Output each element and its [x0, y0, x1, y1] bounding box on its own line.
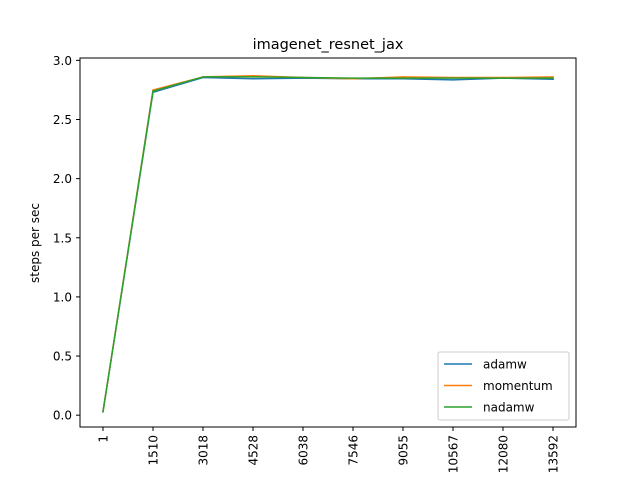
data-point-nadamw — [352, 77, 354, 79]
data-point-momentum — [402, 76, 404, 78]
y-tick-label: 2.5 — [53, 113, 72, 127]
legend-label-nadamw: nadamw — [483, 401, 535, 415]
legend-label-adamw: adamw — [483, 358, 527, 372]
data-point-nadamw — [152, 90, 154, 92]
x-tick-label: 1 — [97, 435, 111, 443]
x-tick-label: 13592 — [547, 435, 561, 473]
data-point-adamw — [452, 79, 454, 81]
x-tick-label: 9055 — [397, 435, 411, 466]
x-axis-ticks: 1 1510 3018 4528 6038 7546 9055 10567 12080 13592 — [97, 427, 561, 473]
data-point-adamw — [252, 77, 254, 80]
y-tick-label: 1.5 — [53, 231, 72, 245]
data-point-nadamw — [252, 76, 254, 78]
x-tick-label: 12080 — [497, 435, 511, 473]
y-tick-label: 1.0 — [53, 290, 72, 304]
data-point-nadamw — [302, 76, 304, 79]
chart-title: imagenet_resnet_jax — [253, 37, 404, 53]
y-axis-ticks: 0.0 0.5 1.0 1.5 2.0 2.5 3.0 — [53, 54, 80, 423]
data-point-nadamw — [502, 77, 504, 79]
data-point-nadamw — [402, 77, 404, 79]
series-lines — [102, 74, 554, 413]
series-line-nadamw — [102, 76, 554, 413]
x-tick-label: 10567 — [447, 435, 461, 473]
x-tick-label: 1510 — [147, 435, 161, 466]
x-tick-label: 6038 — [297, 435, 311, 466]
x-tick-label: 4528 — [247, 435, 261, 466]
x-tick-label: 3018 — [197, 435, 211, 466]
data-point-adamw — [552, 78, 554, 81]
data-point-nadamw — [452, 77, 454, 79]
legend: adamw momentum nadamw — [437, 351, 570, 421]
data-point-momentum — [552, 76, 554, 78]
legend-label-momentum: momentum — [483, 379, 553, 393]
y-tick-label: 3.0 — [53, 54, 72, 68]
plot-frame — [79, 57, 577, 428]
y-tick-label: 2.0 — [53, 172, 72, 186]
y-tick-label: 0.5 — [53, 350, 72, 364]
x-tick-label: 7546 — [347, 435, 361, 466]
data-point-momentum — [252, 74, 254, 77]
legend-frame — [437, 351, 570, 421]
y-tick-label: 0.0 — [53, 409, 72, 423]
data-point-nadamw — [202, 76, 204, 78]
data-point-nadamw — [102, 410, 104, 413]
y-axis-label: steps per sec — [28, 203, 42, 283]
data-point-nadamw — [552, 77, 554, 79]
